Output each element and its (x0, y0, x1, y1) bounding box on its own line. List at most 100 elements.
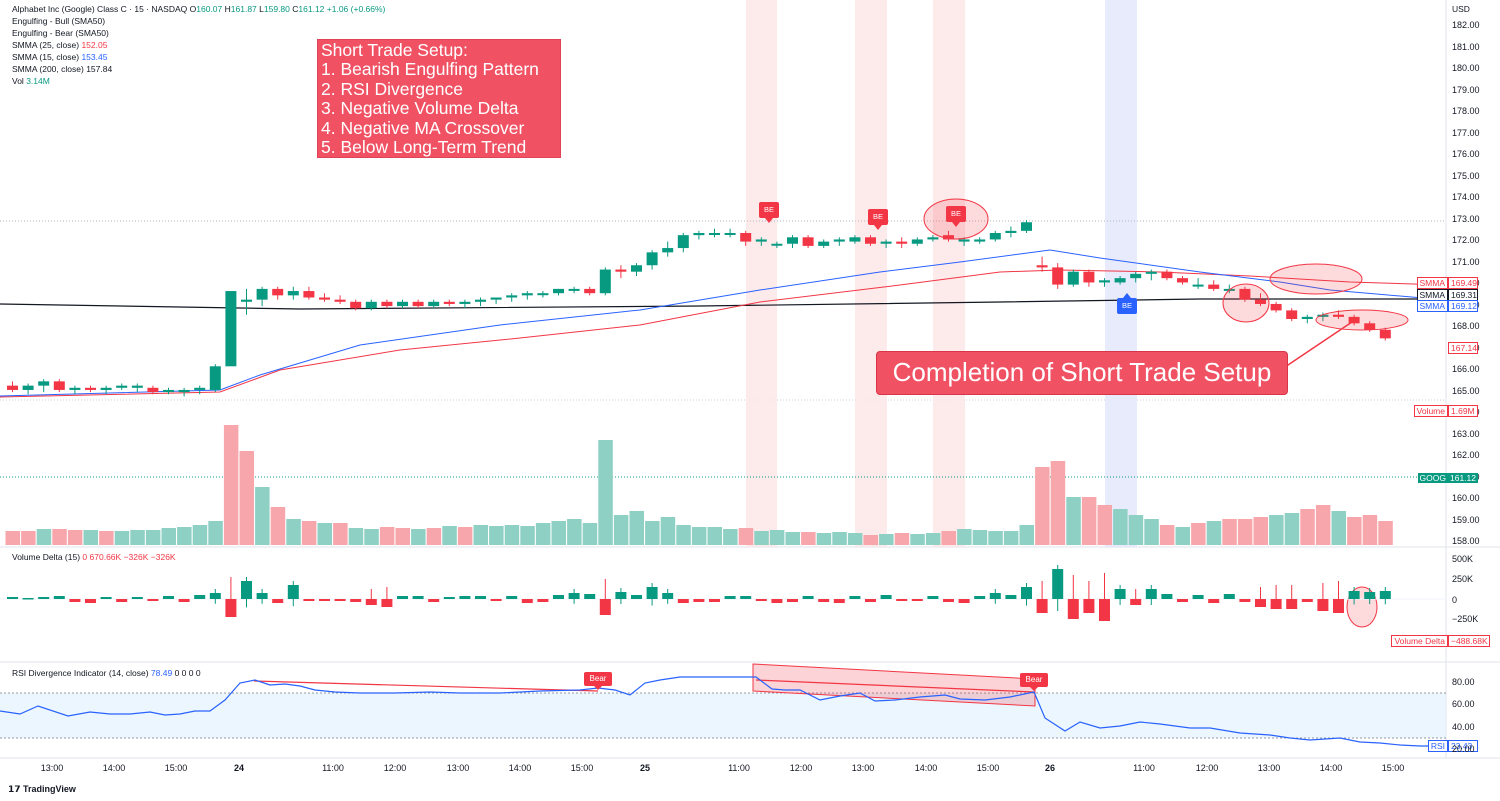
candle-body (1379, 329, 1391, 339)
completion-callout[interactable]: Completion of Short Trade Setup (876, 351, 1288, 395)
volume-delta-legend[interactable]: Volume Delta (15) 0 670.66K −326K −326K (12, 552, 176, 563)
volume-bar (395, 528, 410, 545)
volume-bar (1331, 511, 1346, 545)
candle-body (521, 293, 533, 296)
be-signal-marker[interactable]: BE (1117, 293, 1137, 314)
candle-body (787, 237, 798, 244)
vd-bar (958, 599, 970, 603)
vd-bar (350, 599, 362, 602)
be-signal-marker[interactable]: BE (868, 209, 888, 230)
vd-bar (428, 599, 440, 602)
time-tick: 12:00 (383, 763, 407, 773)
setup-line: 4. Negative MA Crossover (321, 117, 525, 138)
volume-bar (1284, 513, 1300, 545)
candle-body (506, 295, 518, 298)
smma15-value: 153.45 (81, 52, 108, 62)
candle-body (1067, 271, 1079, 285)
volume-delta-tag-label: Volume Delta (1391, 635, 1448, 647)
indicator-smma25[interactable]: SMMA (25, close) 152.05 (12, 40, 107, 51)
time-tick: 14:00 (1319, 763, 1343, 773)
vd-bar (818, 599, 830, 602)
volume-bar (130, 530, 145, 545)
price-tick: 160.00 (1452, 493, 1480, 503)
candle-body (740, 233, 752, 242)
volume-bar (769, 530, 785, 545)
volume-bar (442, 526, 457, 545)
price-tick: 174.00 (1452, 192, 1480, 202)
indicator-smma15[interactable]: SMMA (15, close) 153.45 (12, 52, 107, 63)
candle-body (1114, 278, 1126, 283)
price-tick: 173.00 (1452, 213, 1480, 224)
candle-body (1052, 267, 1064, 285)
volume-bar (504, 525, 520, 545)
goog-tag-label: GOOG (1417, 473, 1448, 483)
volume-bar (1362, 515, 1378, 545)
candle-body (350, 301, 362, 309)
vd-tick: −250K (1452, 614, 1479, 624)
time-tick: 15:00 (570, 763, 594, 773)
rsi-bear-marker[interactable]: Bear (1020, 673, 1048, 691)
volume-bar (426, 528, 442, 545)
indicator-smma200[interactable]: SMMA (200, close) 157.84 (12, 64, 112, 75)
candle-body (1286, 310, 1298, 319)
candle-body (272, 288, 284, 296)
indicator-bear[interactable]: Engulfing - Bear (SMA50) (12, 28, 109, 38)
candle-body (974, 239, 986, 242)
candle-body (1255, 299, 1266, 304)
rsi-tick: 60.00 (1452, 699, 1475, 709)
vd-bar (272, 599, 284, 603)
smma-15-line (0, 249, 1447, 397)
rsi-bear-marker[interactable]: Bear (584, 672, 612, 690)
vd-bar (740, 596, 752, 599)
candle-body (958, 239, 970, 242)
volume-bar (1081, 497, 1097, 545)
rsi-divergence-box (752, 663, 1036, 707)
currency-label[interactable]: USD (1452, 4, 1470, 14)
volume-bar (894, 533, 910, 545)
volume-bar (161, 528, 176, 545)
indicator-bull[interactable]: Engulfing - Bull (SMA50) (12, 16, 106, 26)
vd-bar (194, 595, 206, 599)
vd-bar (927, 596, 939, 599)
candle-body (1036, 265, 1048, 268)
volume-bar (192, 525, 208, 545)
time-tick: 25 (639, 763, 651, 773)
vd-value-a: 0 (82, 552, 88, 562)
volume-bar (598, 440, 613, 545)
candle-body (53, 381, 65, 390)
candle-body (443, 301, 455, 304)
vd-bar (537, 599, 549, 602)
candle-body (802, 237, 814, 246)
vd-bar (943, 599, 954, 602)
vd-bar (1099, 599, 1110, 621)
candle-body (209, 366, 221, 390)
volume-bar (707, 527, 722, 545)
highlight-band (746, 0, 777, 547)
be-signal-marker[interactable]: BE (946, 206, 966, 227)
last-price-tag: 167.14 (1448, 342, 1478, 354)
candle-body (69, 387, 81, 390)
candle-body (381, 301, 393, 307)
high-label: H (224, 4, 231, 14)
vd-bar (490, 599, 502, 601)
volume-bar (473, 525, 488, 545)
volume-bar (1035, 467, 1050, 545)
volume-bar (333, 523, 348, 545)
indicator-vol[interactable]: Vol 3.14M (12, 76, 50, 87)
candle-body (163, 389, 174, 393)
volume-bar (1019, 525, 1034, 545)
volume-bar (67, 530, 83, 545)
volume-bar (863, 535, 878, 545)
candle-body (178, 389, 190, 393)
short-setup-note[interactable]: Short Trade Setup: 1. Bearish Engulfing … (317, 39, 561, 158)
volume-bar (645, 521, 660, 545)
volume-bar (317, 523, 332, 545)
vd-bar (131, 597, 143, 599)
rsi-legend[interactable]: RSI Divergence Indicator (14, close) 78.… (12, 668, 201, 679)
vd-bar (225, 599, 237, 617)
volume-bar (988, 531, 1003, 545)
price-tick: 181.00 (1452, 41, 1480, 52)
be-signal-marker[interactable]: BE (759, 202, 779, 223)
candle-body (459, 301, 471, 304)
